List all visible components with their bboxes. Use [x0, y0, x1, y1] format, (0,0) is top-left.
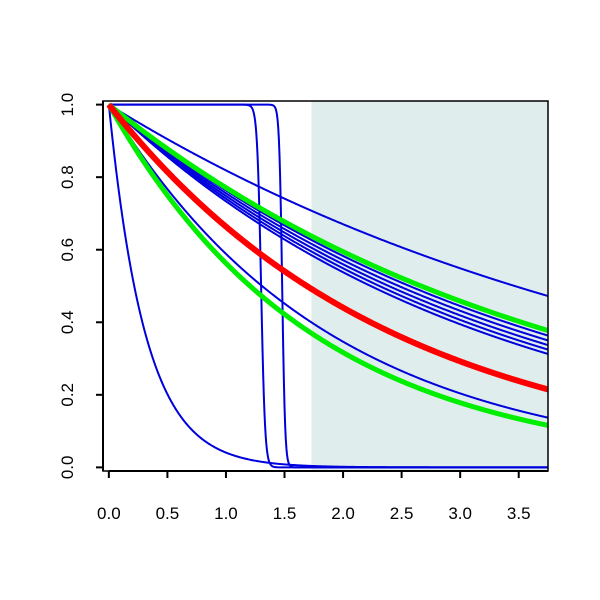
- x-tick-label: 2.0: [331, 504, 355, 523]
- series-line-5: [108, 103, 548, 351]
- y-tick-label: 0.2: [58, 383, 77, 407]
- x-tick-label: 1.5: [273, 504, 297, 523]
- x-tick-label: 1.0: [214, 504, 238, 523]
- series-line-6: [108, 103, 548, 355]
- y-ticks: 0.0 0.2 0.4 0.6 0.8 1.0: [58, 93, 103, 479]
- x-ticks: 0.0 0.5 1.0 1.5 2.0 2.5 3.0 3.5: [97, 471, 531, 523]
- series-line-10: [108, 103, 548, 469]
- y-tick-label: 0.0: [58, 456, 77, 480]
- y-tick-label: 1.0: [58, 93, 77, 117]
- series-line-11: [106, 102, 548, 333]
- x-tick-label: 3.0: [448, 504, 472, 523]
- series-line-13: [106, 102, 548, 393]
- shaded-region: [311, 101, 548, 471]
- x-tick-label: 2.5: [390, 504, 414, 523]
- series-line-12: [106, 103, 548, 428]
- y-tick-label: 0.4: [58, 310, 77, 334]
- y-tick-label: 0.8: [58, 165, 77, 189]
- x-tick-label: 0.0: [97, 504, 121, 523]
- series-line-4: [108, 103, 548, 347]
- series-line-1: [108, 103, 548, 297]
- series-line-7: [108, 104, 548, 419]
- x-tick-label: 0.5: [156, 504, 180, 523]
- series-layer: [106, 102, 548, 469]
- series-line-3: [108, 103, 548, 342]
- x-tick-label: 3.5: [507, 504, 531, 523]
- y-tick-label: 0.6: [58, 238, 77, 262]
